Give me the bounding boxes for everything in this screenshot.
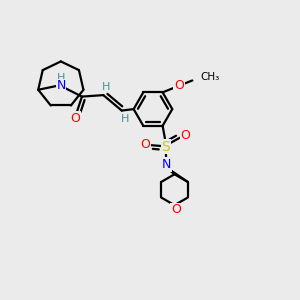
Text: O: O — [140, 138, 150, 151]
Text: CH₃: CH₃ — [201, 73, 220, 82]
Text: H: H — [57, 73, 65, 83]
Text: H: H — [101, 82, 110, 92]
Text: H: H — [121, 114, 129, 124]
Text: N: N — [56, 80, 66, 92]
Text: O: O — [180, 129, 190, 142]
Text: O: O — [171, 203, 181, 216]
Text: O: O — [174, 79, 184, 92]
Text: N: N — [162, 158, 171, 171]
Text: O: O — [70, 112, 80, 125]
Text: S: S — [161, 140, 170, 154]
